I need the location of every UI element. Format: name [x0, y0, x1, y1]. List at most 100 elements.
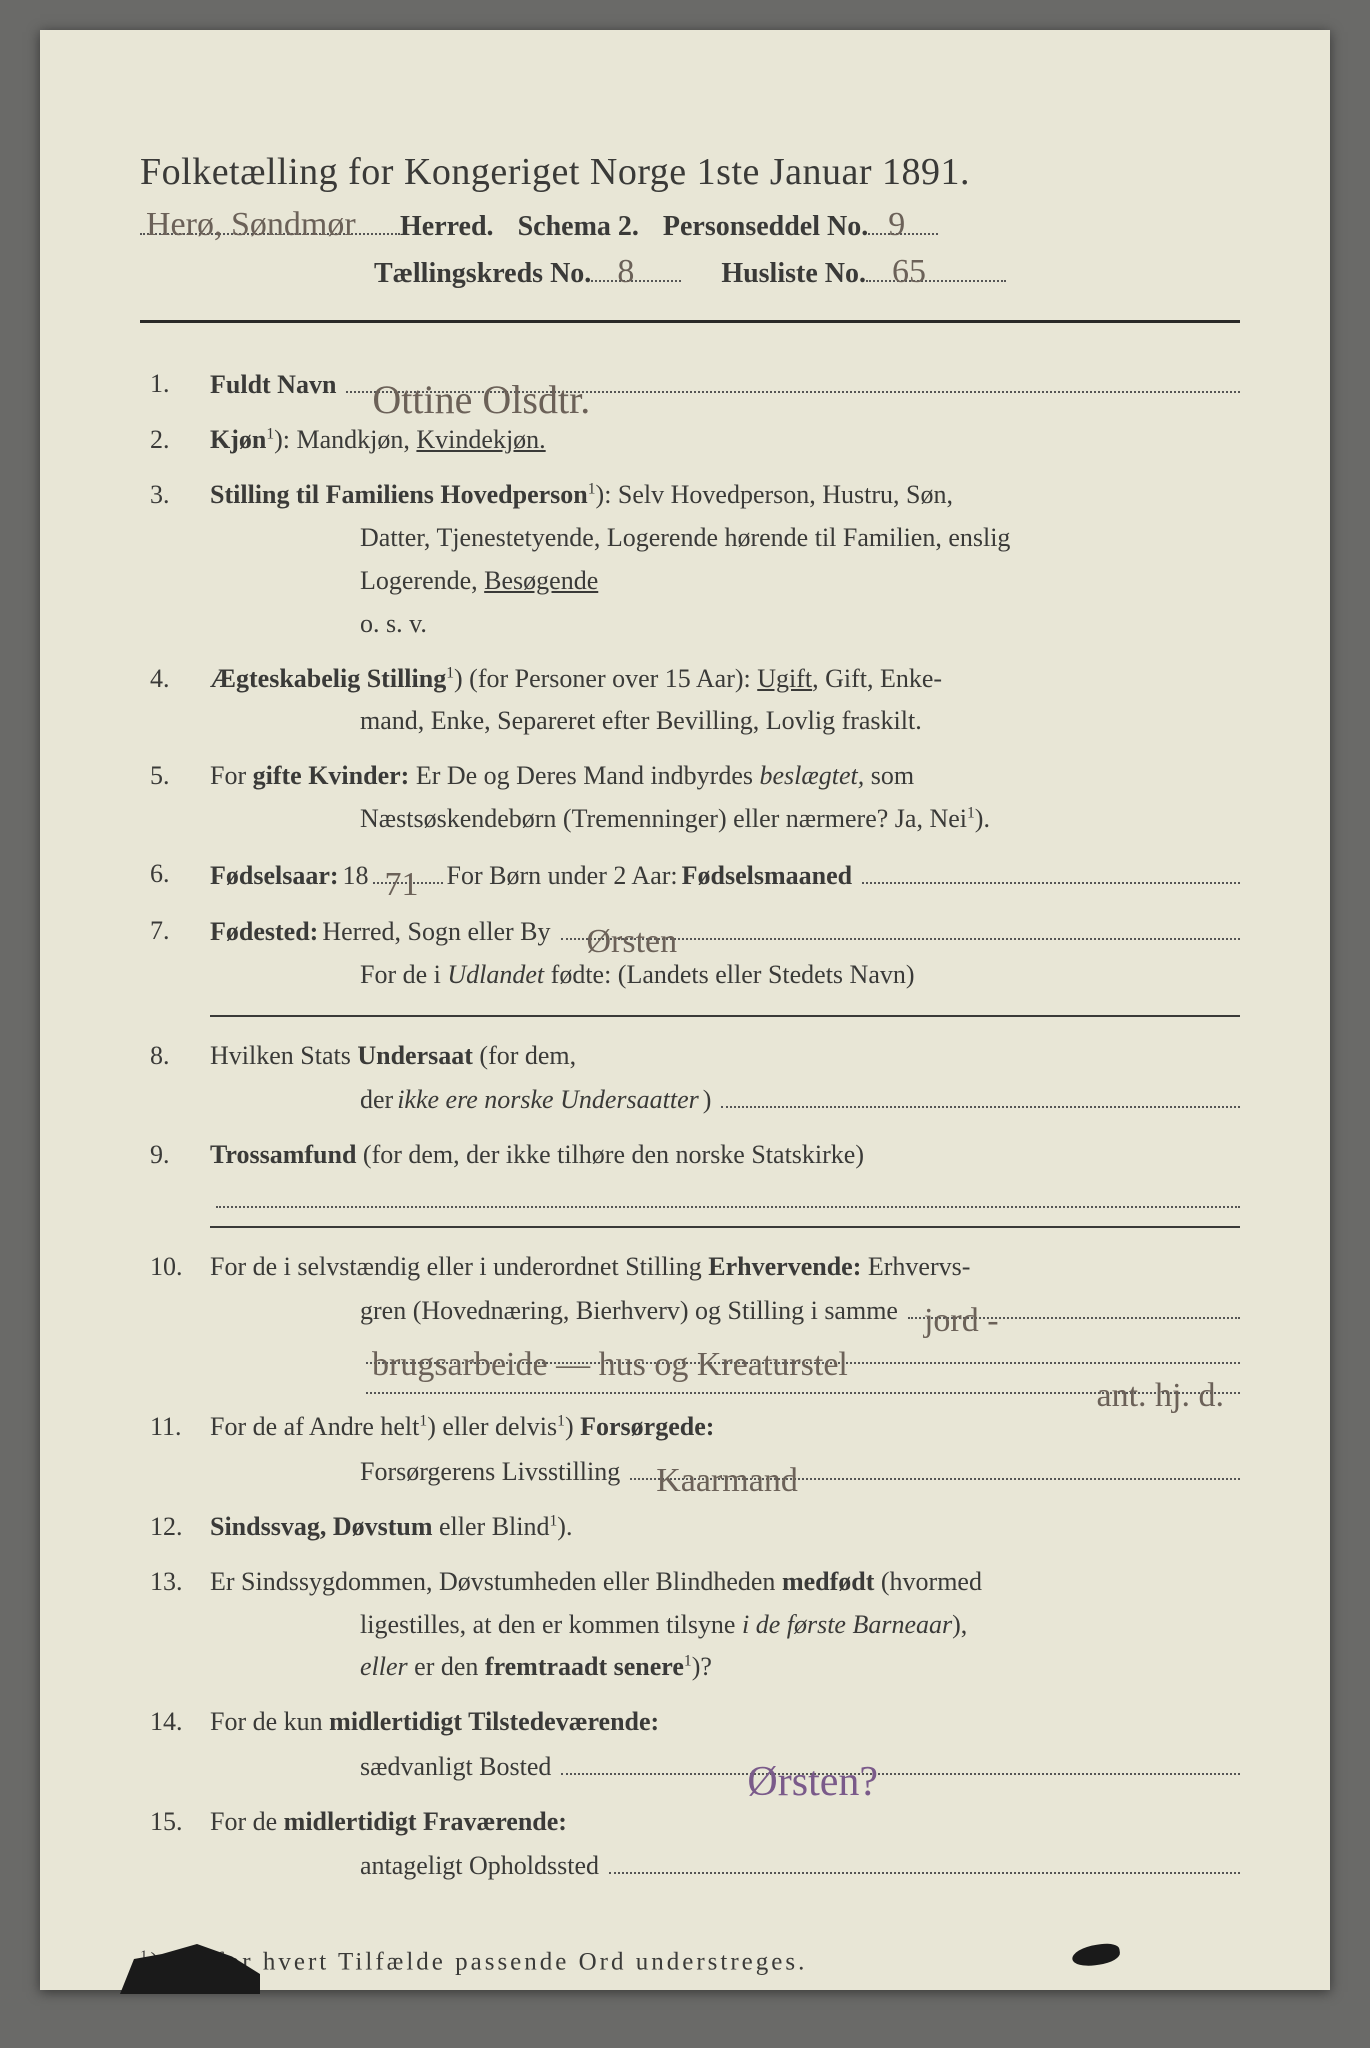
item-9: Trossamfund (for dem, der ikke tilhøre d… [140, 1134, 1240, 1227]
tkreds-label: Tællingskreds No. [374, 258, 591, 290]
item-3-line3a: Logerende, [360, 566, 484, 595]
item-14: For de kun midlertidigt Tilstedeværende:… [140, 1701, 1240, 1788]
census-page: Folketælling for Kongeriget Norge 1ste J… [40, 30, 1330, 1990]
item-6-label2: Fødselsmaaned [682, 855, 852, 898]
item-8-label: Undersaat [357, 1041, 473, 1070]
item-11-line2: Forsørgerens Livsstilling [360, 1451, 620, 1494]
item-13-line1a: Er Sindssygdommen, Døvstumheden eller Bl… [210, 1567, 782, 1596]
item-3: Stilling til Familiens Hovedperson1): Se… [140, 474, 1240, 646]
item-7-line2b: fødte: (Landets eller Stedets Navn) [544, 960, 914, 989]
item-8-italic: ikke ere norske Undersaatter [397, 1079, 699, 1122]
personseddel-value: 9 [882, 206, 911, 237]
tkreds-field: 8 [591, 249, 681, 282]
item-5-line2: Næstsøskendebørn (Tremenninger) eller næ… [360, 804, 967, 833]
husliste-value: 65 [886, 253, 932, 284]
item-5: For gifte Kvinder: Er De og Deres Mand i… [140, 755, 1240, 841]
item-3-line3u: Besøgende [484, 566, 598, 595]
item-11-mid: ) eller delvis [427, 1412, 557, 1441]
item-1-label: Fuldt Navn [210, 364, 336, 407]
item-3-line4: o. s. v. [210, 603, 1240, 646]
item-14-line1a: For de kun [210, 1707, 329, 1736]
item-13-line3b: er den [408, 1652, 485, 1681]
item-10-line1a: For de i selvstændig eller i underordnet… [210, 1252, 708, 1281]
item-10-line1b: Erhvervs- [861, 1252, 970, 1281]
item-11-line1a: For de af Andre helt [210, 1412, 419, 1441]
item-6-yearprefix: 18 [343, 855, 369, 898]
item-15-line2: antageligt Opholdssted [360, 1845, 599, 1888]
item-11-sup2: 1 [557, 1413, 565, 1430]
item-7-line2a: For de i [360, 960, 447, 989]
item-13-tail: )? [692, 1652, 712, 1681]
item-11-label: Forsørgede: [580, 1412, 714, 1441]
item-6-year: 71 [379, 857, 425, 886]
item-7-hw: Ørsten [581, 914, 684, 943]
item-1-value: Ottine Olsdtr. [366, 367, 596, 396]
item-10-field1: jord - [908, 1289, 1240, 1320]
husliste-field: 65 [866, 249, 1006, 282]
subheader-row-2: Tællingskreds No. 8 Husliste No. 65 [140, 249, 1240, 290]
item-12-text: eller Blind [433, 1512, 550, 1541]
item-12-label: Sindssvag, Døvstum [210, 1512, 433, 1541]
item-2-sup: 1 [266, 425, 274, 442]
item-2-opts: ): Mandkjøn, [274, 425, 416, 454]
item-14-line2: sædvanligt Bosted [360, 1746, 551, 1789]
item-13-sup: 1 [684, 1653, 692, 1670]
item-4-sup: 1 [446, 664, 454, 681]
herred-value: Herø, Søndmør [140, 206, 362, 237]
personseddel-field: 9 [868, 202, 938, 235]
item-6-month-field [862, 853, 1240, 884]
herred-label: Herred. [400, 211, 494, 243]
item-6: Fødselsaar: 18 71 For Børn under 2 Aar: … [140, 853, 1240, 897]
item-5-tail: ). [975, 804, 990, 833]
item-11-field: Kaarmand [630, 1449, 1240, 1480]
item-1: Fuldt Navn Ottine Olsdtr. [140, 363, 1240, 407]
item-13-line3a: eller [360, 1652, 408, 1681]
item-8-line2a: der [360, 1079, 393, 1122]
item-15: For de midlertidigt Fraværende: antageli… [140, 1801, 1240, 1888]
item-3-label: Stilling til Familiens Hovedperson [210, 480, 588, 509]
item-5-sup: 1 [967, 805, 975, 822]
item-13-italic: i de første Barneaar [742, 1610, 952, 1639]
item-13-line2a: ligestilles, at den er kommen tilsyne [360, 1610, 742, 1639]
item-10-hw1: jord - [918, 1293, 1005, 1322]
item-9-label: Trossamfund [210, 1140, 356, 1169]
item-2-underlined: Kvindekjøn. [416, 425, 545, 454]
item-13-line1b: (hvormed [874, 1567, 982, 1596]
item-12-tail: ). [557, 1512, 572, 1541]
item-2: Kjøn1): Mandkjøn, Kvindekjøn. [140, 419, 1240, 462]
schema-label: Schema 2. [518, 211, 639, 243]
item-5-italic: beslægtet, [760, 761, 865, 790]
item-3-line2: Datter, Tjenestetyende, Logerende hørend… [210, 517, 1240, 560]
item-13: Er Sindssygdommen, Døvstumheden eller Bl… [140, 1561, 1240, 1690]
item-5-line1b: som [864, 761, 914, 790]
personseddel-label: Personseddel No. [663, 211, 868, 243]
item-5-pre: For [210, 761, 253, 790]
item-10-hw2: brugsarbeide — hus og Kreaturstel [366, 1337, 854, 1366]
item-10-hw3: ant. hj. d. [1091, 1368, 1230, 1397]
item-5-label: gifte Kvinder: [253, 761, 410, 790]
item-1-field: Ottine Olsdtr. [346, 363, 1240, 394]
item-11: For de af Andre helt1) eller delvis1) Fo… [140, 1406, 1240, 1493]
item-11-hw: Kaarmand [650, 1453, 804, 1482]
item-13-bold1: medfødt [782, 1567, 874, 1596]
item-10-field2: brugsarbeide — hus og Kreaturstel [366, 1333, 1240, 1364]
item-5-line1: Er De og Deres Mand indbyrdes [409, 761, 759, 790]
item-6-year-field: 71 [373, 853, 443, 884]
item-3-line1: ): Selv Hovedperson, Hustru, Søn, [596, 480, 953, 509]
item-9-text: (for dem, der ikke tilhøre den norske St… [356, 1140, 864, 1169]
item-7-line1a: Herred, Sogn eller By [322, 911, 550, 954]
item-15-label: midlertidigt Fraværende: [284, 1807, 567, 1836]
item-4: Ægteskabelig Stilling1) (for Personer ov… [140, 658, 1240, 744]
item-13-bold2: fremtraadt senere [485, 1652, 684, 1681]
item-10-field3: ant. hj. d. [366, 1364, 1240, 1395]
item-13-line2b: ), [952, 1610, 967, 1639]
item-8: Hvilken Stats Undersaat (for dem, der ik… [140, 1035, 1240, 1122]
item-8-line1b: (for dem, [473, 1041, 576, 1070]
item-9-field [216, 1177, 1240, 1208]
item-10: For de i selvstændig eller i underordnet… [140, 1246, 1240, 1395]
item-2-label: Kjøn [210, 425, 266, 454]
item-11-line1b: ) [565, 1412, 580, 1441]
item-3-sup: 1 [588, 480, 596, 497]
page-title: Folketælling for Kongeriget Norge 1ste J… [140, 150, 1240, 194]
tkreds-value: 8 [611, 253, 640, 284]
